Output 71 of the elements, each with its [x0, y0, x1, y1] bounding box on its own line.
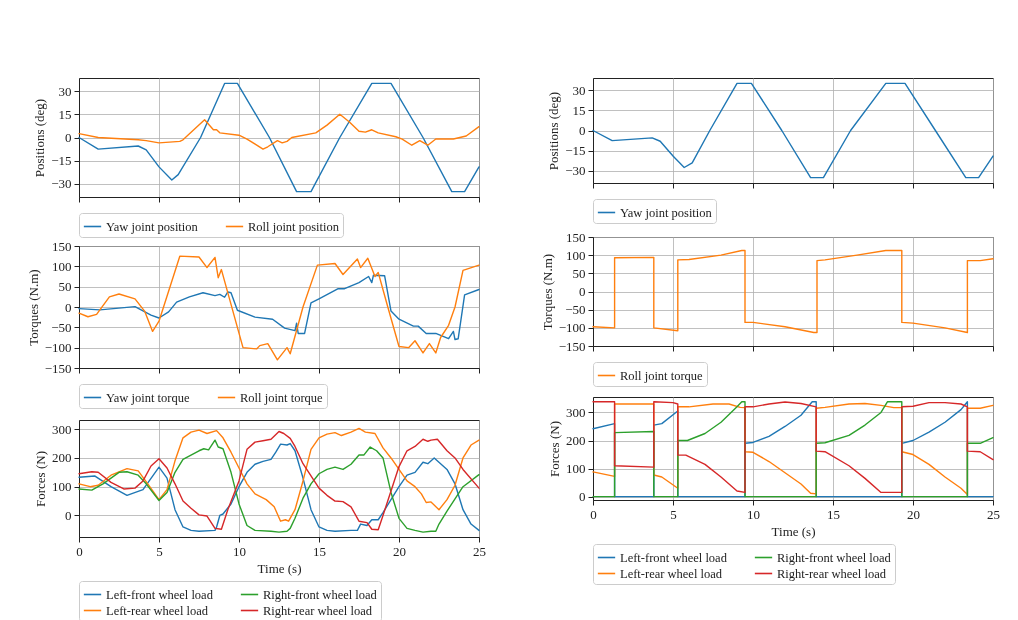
- x-tick-label: 0: [590, 506, 597, 522]
- y-tick-label: −15: [565, 143, 586, 159]
- y-axis-title: Positions (deg): [546, 91, 562, 171]
- x-axis-title: Time (s): [257, 560, 302, 576]
- legend-label: Left-front wheel load: [106, 587, 214, 602]
- y-tick-label: −50: [565, 302, 586, 318]
- y-tick-label: 30: [572, 82, 586, 98]
- y-tick-label: 15: [572, 102, 586, 118]
- y-tick-label: 150: [52, 238, 72, 254]
- y-tick-label: 300: [52, 421, 72, 437]
- x-axis-title: Time (s): [771, 523, 816, 539]
- y-tick-label: −100: [44, 340, 72, 356]
- y-tick-label: 0: [65, 299, 72, 315]
- x-tick-label: 25: [987, 506, 1000, 522]
- legend-label: Left-rear wheel load: [620, 566, 723, 581]
- y-tick-label: 200: [566, 433, 586, 448]
- y-tick-label: 0: [579, 284, 586, 299]
- x-tick-label: 15: [827, 506, 840, 522]
- y-axis-title: Forces (N): [547, 421, 562, 477]
- legend-label: Left-rear wheel load: [106, 603, 209, 618]
- y-tick-label: 100: [52, 479, 72, 495]
- legend-label: Right-rear wheel load: [263, 603, 373, 618]
- line-series: [592, 82, 994, 179]
- y-tick-label: −50: [51, 319, 72, 335]
- y-tick-label: 100: [566, 461, 586, 477]
- y-tick-label: 0: [65, 130, 72, 145]
- y-axis-title: Torques (N.m): [25, 269, 41, 346]
- y-tick-label: 30: [58, 83, 72, 99]
- y-tick-label: −30: [565, 163, 586, 179]
- y-tick-label: 100: [566, 247, 586, 263]
- x-tick-label: 10: [233, 543, 246, 559]
- y-axis-title: Torques (N.m): [539, 253, 555, 331]
- x-tick-label: 5: [156, 543, 163, 559]
- x-tick-label: 15: [313, 543, 326, 559]
- x-tick-label: 20: [393, 543, 406, 559]
- legend-label: Yaw joint position: [620, 205, 713, 220]
- y-tick-label: 100: [52, 258, 72, 274]
- y-axis-title: Positions (deg): [32, 98, 48, 178]
- legend-label: Roll joint torque: [620, 368, 704, 383]
- y-tick-label: −150: [558, 338, 586, 354]
- x-tick-label: 5: [670, 506, 677, 522]
- x-tick-label: 25: [473, 543, 486, 559]
- legend-label: Right-rear wheel load: [777, 566, 887, 581]
- y-tick-label: 0: [579, 123, 586, 138]
- y-tick-label: 150: [566, 229, 586, 245]
- x-tick-label: 20: [907, 506, 920, 522]
- y-tick-label: 50: [58, 279, 72, 295]
- y-tick-label: 50: [572, 265, 586, 281]
- legend-label: Left-front wheel load: [620, 550, 728, 565]
- line-series: [592, 249, 994, 334]
- line-series: [78, 255, 480, 361]
- y-tick-label: −30: [51, 176, 72, 192]
- line-series: [78, 274, 480, 341]
- legend-label: Roll joint torque: [240, 390, 324, 405]
- y-tick-label: 300: [566, 404, 586, 420]
- legend-label: Roll joint position: [248, 219, 340, 234]
- y-tick-label: −150: [44, 360, 72, 376]
- y-tick-label: −100: [558, 320, 586, 336]
- y-tick-label: −15: [51, 153, 72, 169]
- legend-label: Yaw joint torque: [106, 390, 190, 405]
- y-tick-label: 0: [579, 489, 586, 505]
- legend-label: Right-front wheel load: [263, 587, 378, 602]
- y-tick-label: 200: [52, 450, 72, 466]
- x-tick-label: 0: [76, 543, 83, 559]
- line-series: [78, 113, 480, 150]
- legend-label: Right-front wheel load: [777, 550, 892, 565]
- y-tick-label: 15: [58, 106, 72, 122]
- legend-label: Yaw joint position: [106, 219, 199, 234]
- line-series: [78, 82, 480, 193]
- x-tick-label: 10: [747, 506, 760, 522]
- y-axis-title: Forces (N): [33, 451, 48, 507]
